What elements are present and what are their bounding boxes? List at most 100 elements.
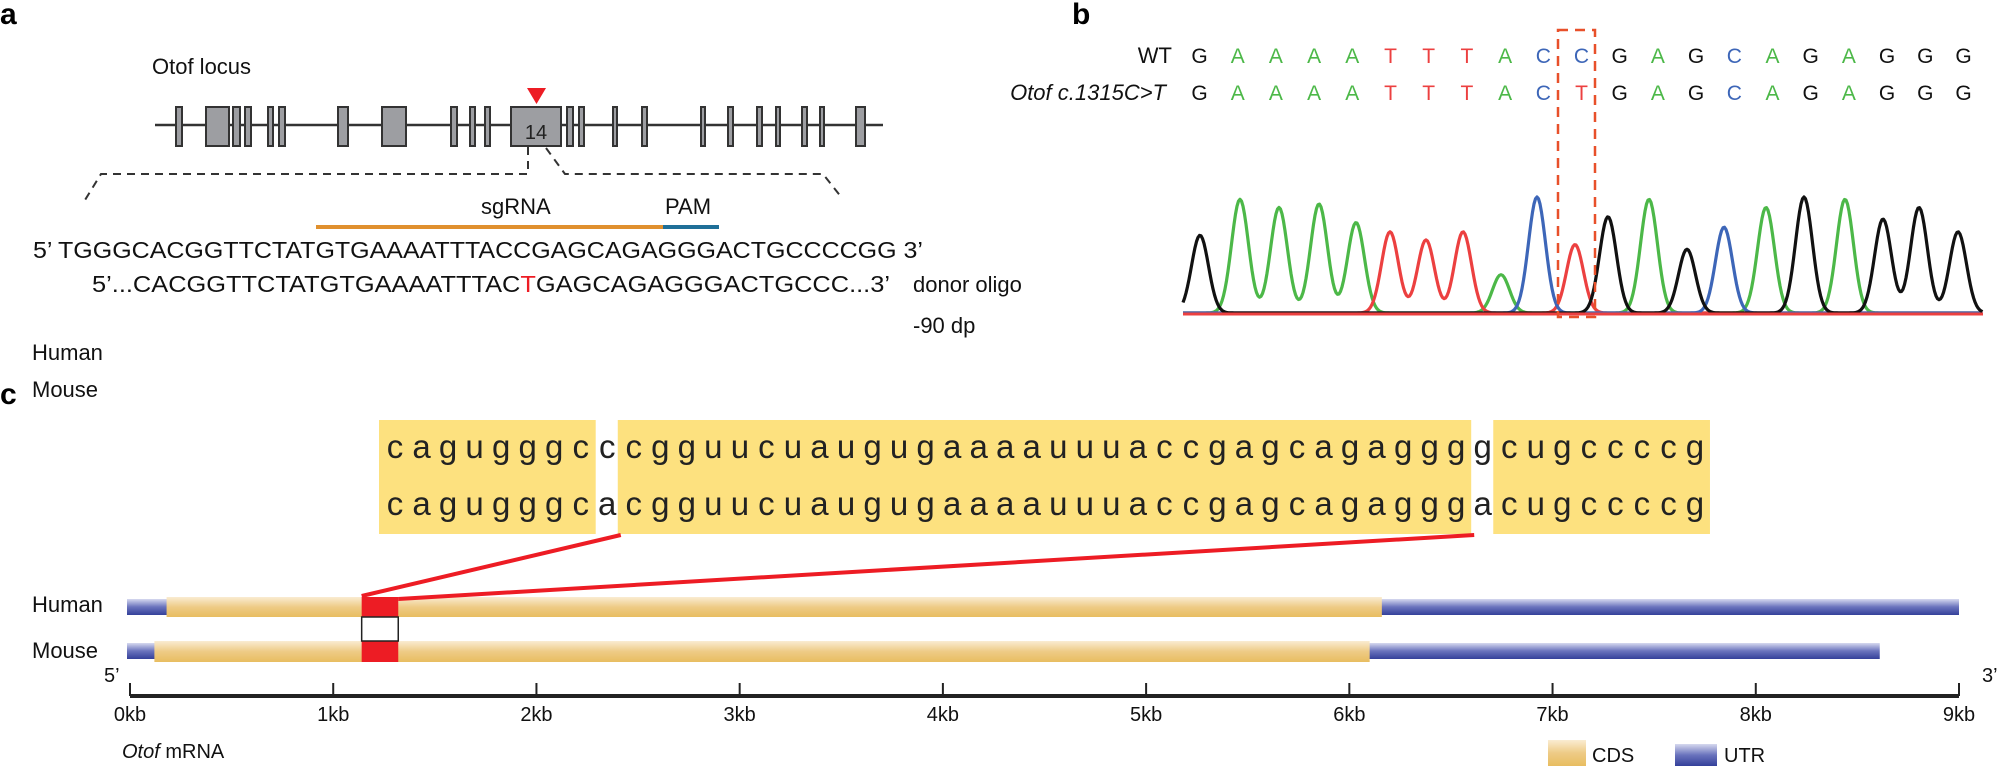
wt-base: A bbox=[1345, 45, 1359, 68]
human-nucleotide: c bbox=[599, 428, 616, 465]
mouse-nucleotide: c bbox=[1501, 485, 1518, 522]
conserved-block bbox=[1493, 420, 1710, 534]
mutant-base: G bbox=[1612, 82, 1628, 105]
human-nucleotide: u bbox=[1527, 428, 1545, 465]
human-nucleotide: a bbox=[1235, 428, 1254, 465]
panel-a: a Otof locus sgRNA PAM 5’ TGGGCACGGTTCTA… bbox=[0, 0, 1022, 338]
wt-base: T bbox=[1460, 45, 1473, 68]
human-nucleotide: u bbox=[465, 428, 483, 465]
human-nucleotide: c bbox=[1607, 428, 1624, 465]
mutant-base: C bbox=[1727, 82, 1742, 105]
exon-2 bbox=[205, 106, 230, 147]
human-nucleotide: u bbox=[1076, 428, 1094, 465]
cut-site-marker-icon bbox=[527, 88, 546, 104]
mutation-highlight-box bbox=[1556, 28, 1597, 319]
mouse-nucleotide: a bbox=[969, 485, 988, 522]
human-nucleotide: g bbox=[1208, 428, 1226, 465]
human-nucleotide: c bbox=[758, 428, 775, 465]
caption-gene: Otof bbox=[122, 741, 162, 763]
mouse-nucleotide: u bbox=[465, 485, 483, 522]
axis-tick-label: 2kb bbox=[520, 704, 552, 726]
human-nucleotide: g bbox=[1474, 428, 1492, 465]
wt-base: G bbox=[1955, 45, 1971, 68]
zoom-guide-lines bbox=[84, 147, 843, 201]
wt-base: A bbox=[1231, 45, 1245, 68]
alignment-species-mouse: Mouse bbox=[32, 377, 98, 402]
mouse-nucleotide: g bbox=[492, 485, 510, 522]
human-nucleotide: g bbox=[1447, 428, 1465, 465]
mutant-base: T bbox=[1422, 82, 1435, 105]
mouse-nucleotide: u bbox=[704, 485, 722, 522]
chromatogram bbox=[1181, 195, 1984, 316]
human-nucleotide: c bbox=[1634, 428, 1651, 465]
mouse-nucleotide: c bbox=[1660, 485, 1677, 522]
mutant-base: T bbox=[1575, 82, 1588, 105]
conserved-block bbox=[379, 420, 596, 534]
legend-label-utr: UTR bbox=[1724, 745, 1765, 766]
mouse-nucleotide: c bbox=[1156, 485, 1173, 522]
human-cds-bar bbox=[166, 597, 1382, 617]
human-nucleotide: g bbox=[916, 428, 934, 465]
axis-tick-label: 7kb bbox=[1536, 704, 1568, 726]
alignment-species-human: Human bbox=[32, 340, 103, 365]
mrna-species-mouse: Mouse bbox=[32, 638, 98, 663]
mutant-base: A bbox=[1842, 82, 1856, 105]
panel-label-a: a bbox=[0, 0, 17, 31]
mouse-nucleotide: a bbox=[1474, 485, 1493, 522]
mouse-nucleotide: c bbox=[1607, 485, 1624, 522]
wt-base: A bbox=[1307, 45, 1321, 68]
mouse-nucleotide: a bbox=[1235, 485, 1254, 522]
mouse-nucleotide: c bbox=[626, 485, 643, 522]
wt-label: WT bbox=[1138, 43, 1172, 68]
human-nucleotide: g bbox=[1553, 428, 1571, 465]
mrna-diagram bbox=[127, 533, 1959, 662]
exon-1 bbox=[175, 106, 183, 147]
target-connector bbox=[360, 616, 400, 642]
mouse-nucleotide: a bbox=[1023, 485, 1042, 522]
human-nucleotide: g bbox=[518, 428, 536, 465]
axis-tick-label: 5kb bbox=[1130, 704, 1162, 726]
mouse-nucleotide: g bbox=[545, 485, 563, 522]
mouse-nucleotide: c bbox=[387, 485, 404, 522]
mutant-base: A bbox=[1231, 82, 1245, 105]
human-nucleotide: g bbox=[1261, 428, 1279, 465]
human-nucleotide: a bbox=[810, 428, 829, 465]
human-nucleotide: c bbox=[1501, 428, 1518, 465]
human-nucleotide: g bbox=[1341, 428, 1359, 465]
human-nucleotide: c bbox=[1581, 428, 1598, 465]
human-nucleotide: c bbox=[1183, 428, 1200, 465]
mouse-nucleotide: a bbox=[996, 485, 1015, 522]
mutant-base: G bbox=[1879, 82, 1895, 105]
human-nucleotide: a bbox=[412, 428, 431, 465]
human-nucleotide: g bbox=[1686, 428, 1704, 465]
panel-label-c: c bbox=[0, 378, 17, 411]
human-nucleotide: g bbox=[1420, 428, 1438, 465]
wt-base: C bbox=[1536, 45, 1551, 68]
exon-15 bbox=[612, 106, 618, 147]
pam-label: PAM bbox=[665, 194, 711, 219]
axis-tick-label: 4kb bbox=[927, 704, 959, 726]
exon-18 bbox=[727, 106, 734, 147]
mouse-nucleotide: a bbox=[943, 485, 962, 522]
mouse-nucleotide: a bbox=[1314, 485, 1333, 522]
mouse-nucleotide: g bbox=[1447, 485, 1465, 522]
human-nucleotide: g bbox=[1394, 428, 1412, 465]
mutant-base: G bbox=[1955, 82, 1971, 105]
legend-swatch-utr bbox=[1675, 744, 1717, 766]
panel-label-b: b bbox=[1072, 0, 1090, 31]
exon-9 bbox=[450, 106, 458, 147]
zoom-link-left bbox=[361, 533, 622, 598]
exon-22 bbox=[819, 106, 825, 147]
axis-tick-label: 6kb bbox=[1333, 704, 1365, 726]
mouse-nucleotide: g bbox=[1341, 485, 1359, 522]
wt-base: A bbox=[1842, 45, 1856, 68]
human-nucleotide: c bbox=[1289, 428, 1306, 465]
donor-seq-suffix: GAGCAGAGGGACTGCCC...3’ bbox=[536, 271, 890, 297]
mrna-caption: Otof mRNA bbox=[122, 741, 225, 763]
donor-seq-prefix: 5’...CACGGTTCTATGTGAAAATTTAC bbox=[92, 271, 520, 297]
human-nucleotide: a bbox=[943, 428, 962, 465]
exon-16 bbox=[641, 106, 648, 147]
mouse-cds-bar bbox=[154, 641, 1370, 662]
human-nucleotide: a bbox=[969, 428, 988, 465]
mouse-nucleotide: a bbox=[1367, 485, 1386, 522]
